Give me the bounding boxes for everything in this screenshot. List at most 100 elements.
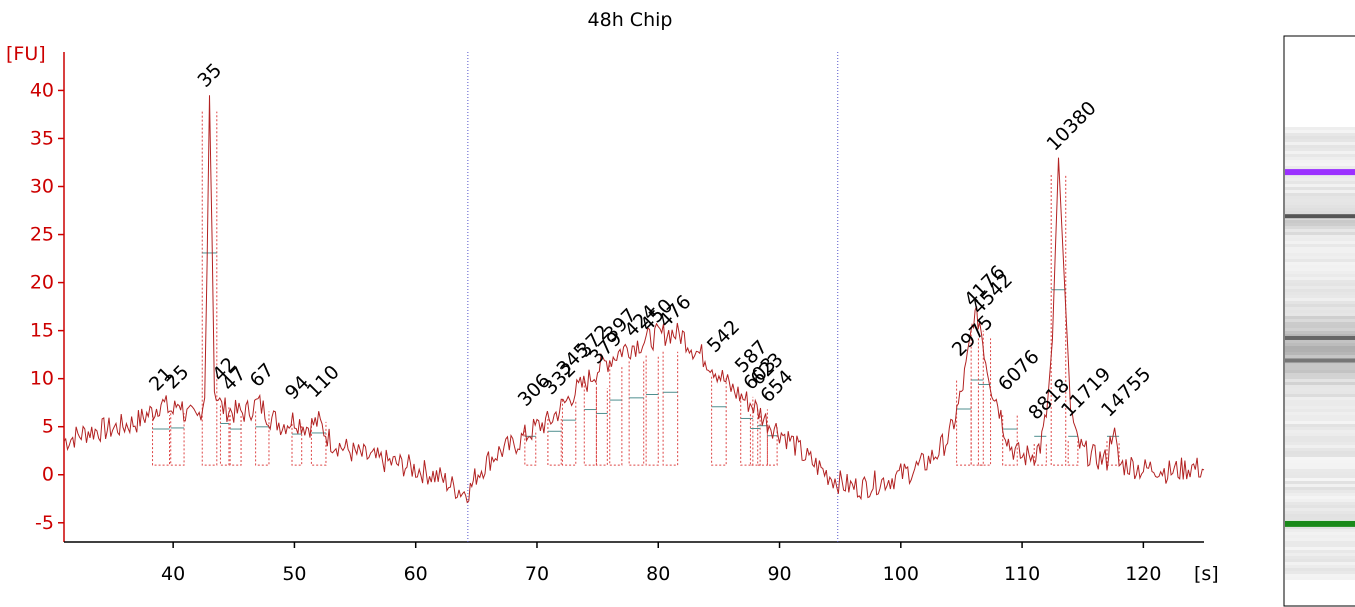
peak-integration-box — [524, 430, 537, 466]
peak-integration-box — [749, 414, 761, 466]
y-tick-label: 25 — [30, 224, 54, 246]
gel-lane-stripe — [1285, 406, 1355, 409]
peak-integration-box — [201, 111, 218, 466]
gel-lane-stripe — [1285, 466, 1355, 469]
gel-lane-stripe — [1285, 571, 1355, 574]
gel-lane-stripe — [1285, 202, 1355, 205]
gel-lane-stripe — [1285, 463, 1355, 466]
gel-lane-stripe — [1285, 283, 1355, 286]
gel-lane-stripe — [1285, 412, 1355, 415]
gel-lane-stripe — [1285, 397, 1355, 400]
gel-lane-stripe — [1285, 256, 1355, 259]
gel-lane-stripe — [1285, 187, 1355, 190]
gel-lane-stripe — [1285, 547, 1355, 550]
gel-lane-stripe — [1285, 562, 1355, 565]
gel-lane-stripe — [1285, 205, 1355, 208]
gel-lane-stripe — [1285, 460, 1355, 463]
gel-lane-stripe — [1285, 247, 1355, 250]
peak-integration-box — [628, 361, 645, 466]
gel-lane-stripe — [1285, 259, 1355, 262]
x-tick-label: 70 — [525, 563, 549, 585]
trace-line — [63, 95, 1205, 504]
gel-band — [1285, 214, 1355, 219]
peak-integration-box — [645, 355, 659, 466]
gel-lane-stripe — [1285, 160, 1355, 163]
gel-lane-stripe — [1285, 376, 1355, 379]
peak-integration-box — [609, 365, 623, 466]
gel-lane-stripe — [1285, 241, 1355, 244]
gel-lane-stripe — [1285, 436, 1355, 439]
gel-lane-stripe — [1285, 133, 1355, 136]
peak-integration-box — [583, 381, 597, 466]
y-tick-label: 10 — [30, 368, 54, 390]
gel-lane-stripe — [1285, 427, 1355, 430]
gel-lane-stripe — [1285, 334, 1355, 337]
gel-band — [1285, 520, 1355, 527]
gel-lane-stripe — [1285, 157, 1355, 160]
peak-integration-box — [970, 330, 984, 466]
x-tick-label: 60 — [404, 563, 428, 585]
gel-lane-stripe — [1285, 367, 1355, 370]
y-unit-label: [FU] — [6, 43, 46, 65]
peak-integration-box — [310, 421, 327, 466]
gel-lane-stripe — [1285, 154, 1355, 157]
peak-integration-box — [170, 413, 185, 466]
peak-label: 35 — [194, 59, 227, 92]
peak-integration-box — [1106, 441, 1120, 466]
gel-lane-stripe — [1285, 184, 1355, 187]
gel-lane-stripe — [1285, 403, 1355, 406]
gel-lane-stripe — [1285, 373, 1355, 376]
gel-lane-stripe — [1285, 151, 1355, 154]
gel-lane-stripe — [1285, 487, 1355, 490]
gel-lane-stripe — [1285, 226, 1355, 229]
gel-lane-stripe — [1285, 442, 1355, 445]
gel-lane-stripe — [1285, 190, 1355, 193]
peak-integration-box — [766, 426, 778, 466]
gel-lane-stripe — [1285, 319, 1355, 322]
gel-lane-stripe — [1285, 199, 1355, 202]
gel-lane-stripe — [1285, 298, 1355, 301]
gel-lane-stripe — [1285, 451, 1355, 454]
gel-lane-stripe — [1285, 274, 1355, 277]
gel-lane-stripe — [1285, 532, 1355, 535]
gel-lane-stripe — [1285, 559, 1355, 562]
gel-lane-stripe — [1285, 472, 1355, 475]
gel-lane-stripe — [1285, 541, 1355, 544]
gel-lane-stripe — [1285, 295, 1355, 298]
gel-lane-stripe — [1285, 574, 1355, 577]
gel-lane-stripe — [1285, 565, 1355, 568]
gel-lane-stripe — [1285, 469, 1355, 472]
x-tick-label: 80 — [646, 563, 670, 585]
gel-lane-stripe — [1285, 250, 1355, 253]
gel-lane-stripe — [1285, 229, 1355, 232]
gel-lane-stripe — [1285, 145, 1355, 148]
peak-integration-box — [561, 399, 577, 466]
gel-lane-stripe — [1285, 388, 1355, 391]
gel-lane-stripe — [1285, 553, 1355, 556]
y-tick-label: 20 — [30, 272, 54, 294]
gel-lane-stripe — [1285, 418, 1355, 421]
gel-lane-stripe — [1285, 220, 1355, 223]
peak-integration-box — [711, 376, 727, 466]
gel-lane-stripe — [1285, 493, 1355, 496]
gel-lane-stripe — [1285, 292, 1355, 295]
peak-integration-box — [152, 415, 171, 466]
gel-lane-stripe — [1285, 352, 1355, 355]
gel-lane-stripe — [1285, 313, 1355, 316]
gel-lane-stripe — [1285, 175, 1355, 178]
gel-lane-stripe — [1285, 556, 1355, 559]
gel-lane-stripe — [1285, 421, 1355, 424]
gel-lane-stripe — [1285, 325, 1355, 328]
gel-lane-stripe — [1285, 139, 1355, 142]
gel-lane-stripe — [1285, 391, 1355, 394]
peak-integration-box — [977, 338, 992, 466]
x-unit-label: [s] — [1194, 563, 1219, 585]
y-tick-label: 30 — [30, 176, 54, 198]
gel-lane-stripe — [1285, 271, 1355, 274]
gel-lane-stripe — [1285, 430, 1355, 433]
x-tick-label: 90 — [767, 563, 791, 585]
gel-lane-stripe — [1285, 457, 1355, 460]
gel-band — [1285, 169, 1355, 176]
gel-lane-stripe — [1285, 301, 1355, 304]
